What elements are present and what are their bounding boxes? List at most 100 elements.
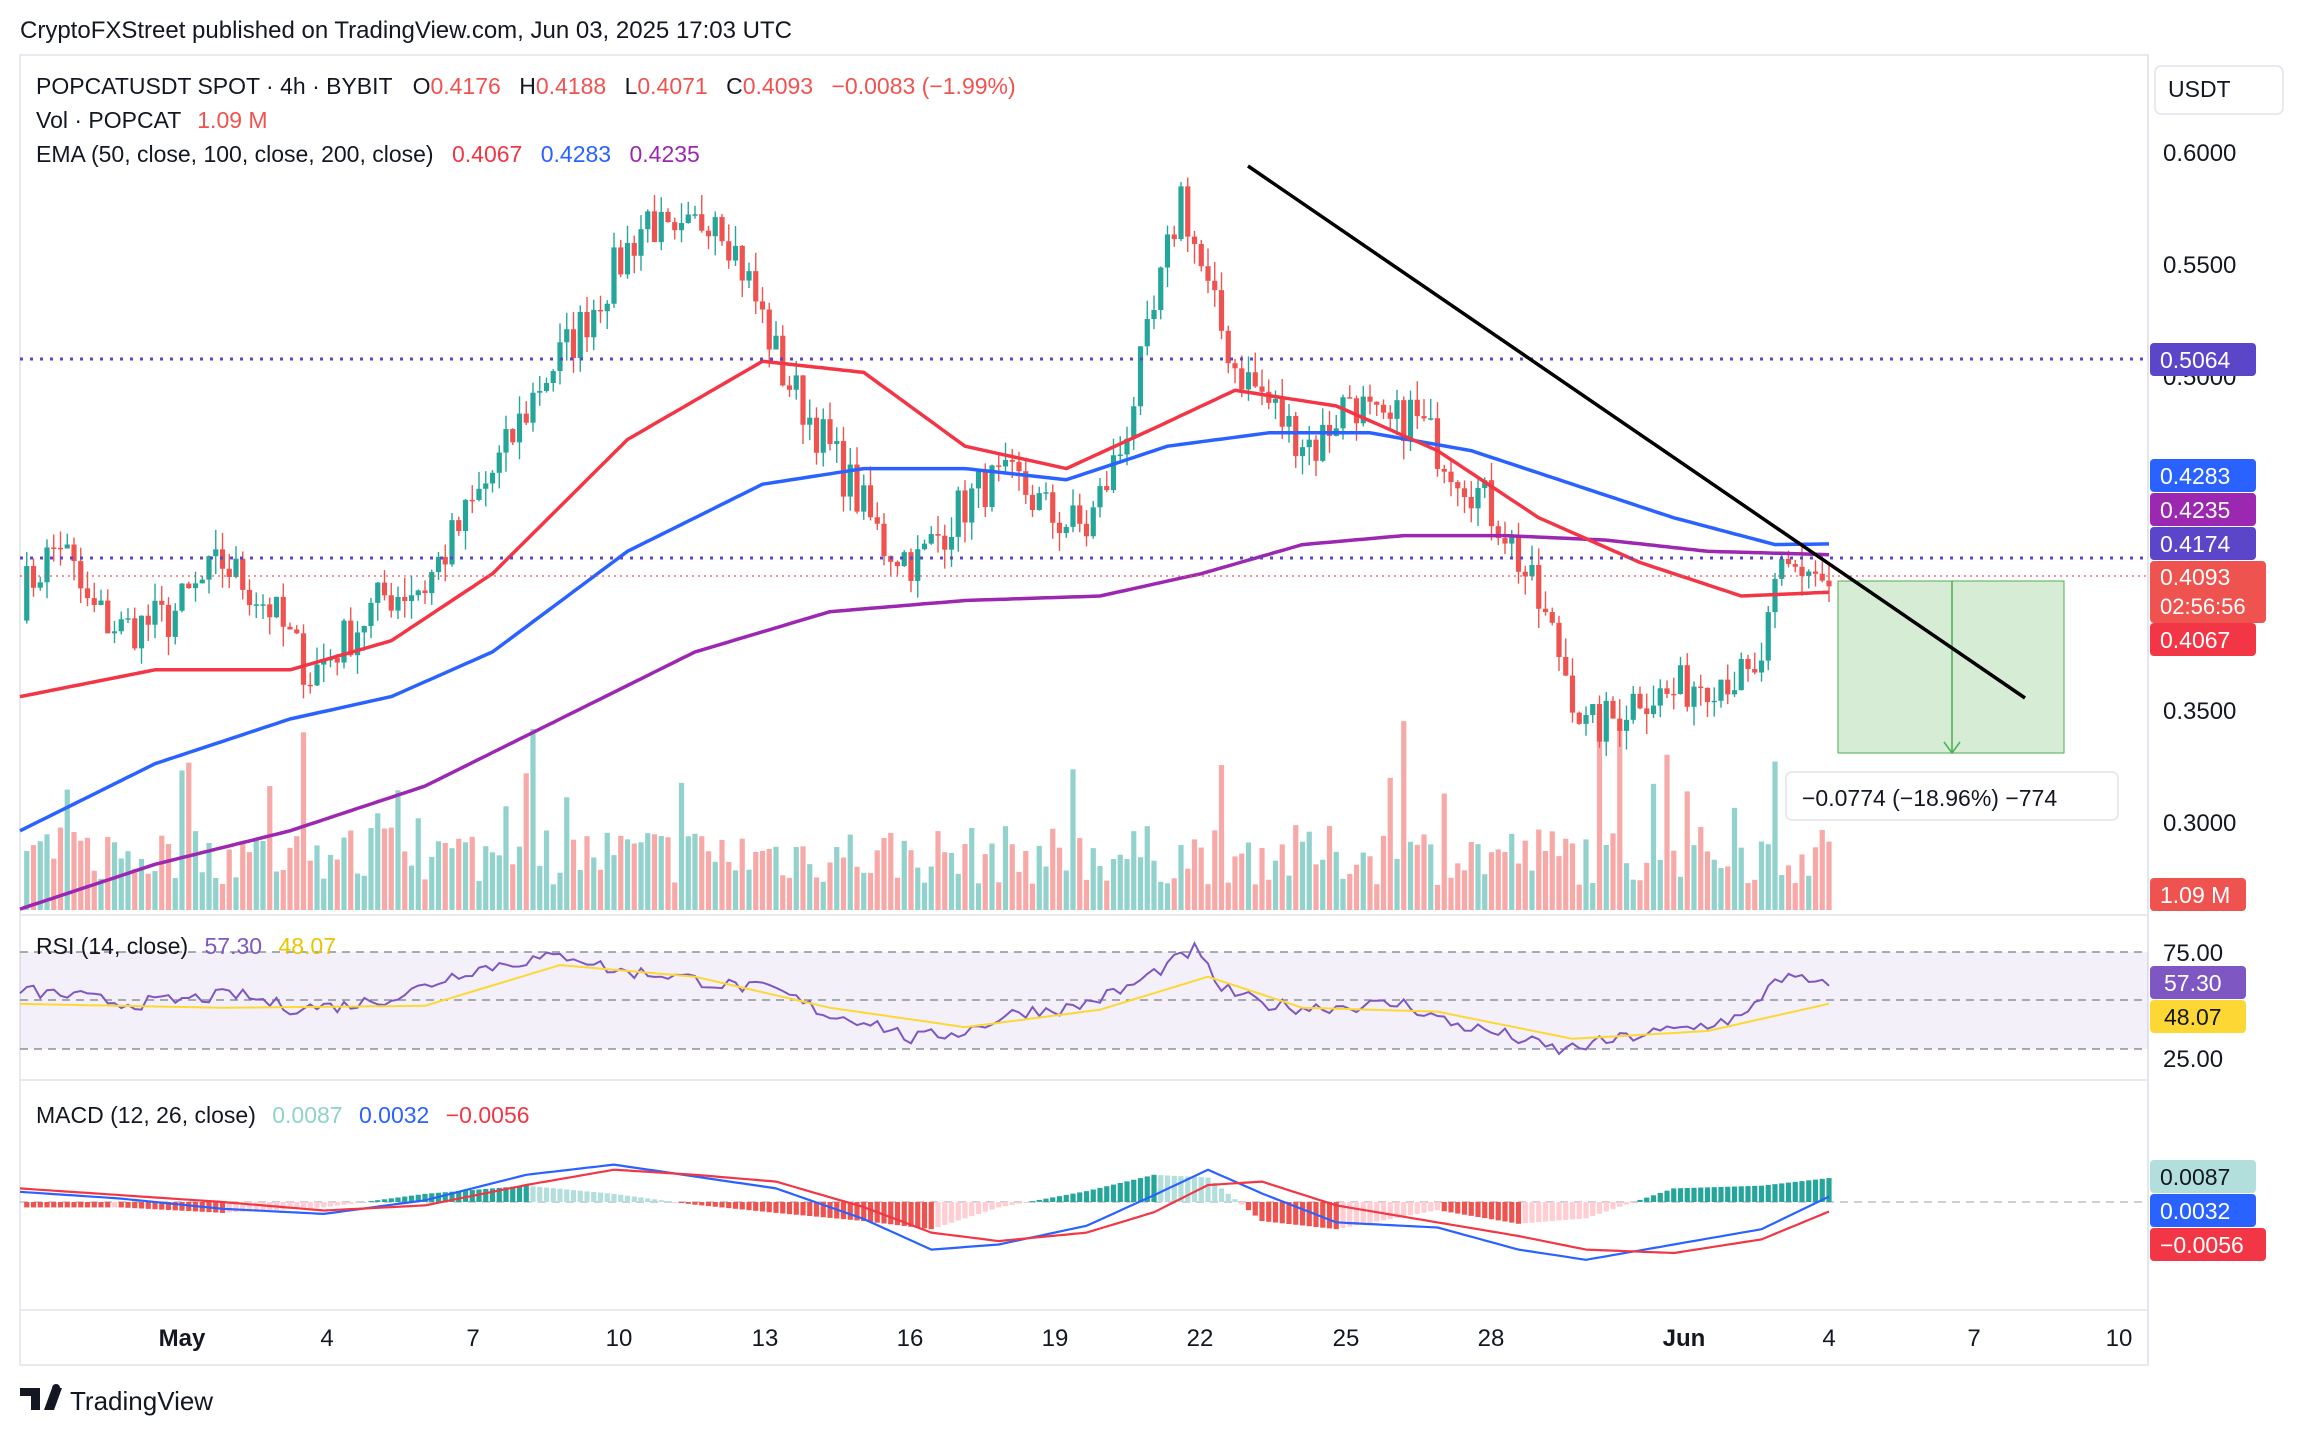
volume-bar <box>530 729 536 910</box>
candle-body <box>1819 573 1825 581</box>
macd-histogram-bar <box>105 1202 111 1208</box>
candle-body <box>1482 480 1488 488</box>
macd-histogram-bar <box>1205 1177 1211 1202</box>
volume-bar <box>199 872 205 910</box>
currency-button[interactable] <box>2154 65 2284 115</box>
volume-bar <box>37 841 43 910</box>
volume-bar <box>1320 859 1326 910</box>
volume-bar <box>192 831 199 910</box>
volume-bar <box>300 732 307 910</box>
candle-body <box>800 375 806 425</box>
volume-bar <box>1266 879 1272 910</box>
volume-bar <box>975 883 982 910</box>
volume-bar <box>1252 884 1258 910</box>
candle-body <box>145 615 151 625</box>
macd-histogram-bar <box>1488 1202 1495 1220</box>
volume-bar <box>64 789 70 910</box>
macd-histogram-bar <box>1286 1202 1292 1225</box>
macd-histogram-bar <box>78 1202 84 1208</box>
candle-body <box>1502 538 1508 544</box>
volume-bar <box>246 852 253 910</box>
candle-body <box>1077 505 1083 524</box>
candle-body <box>192 583 199 589</box>
candle-body <box>165 604 172 637</box>
volume-bar <box>1036 845 1042 910</box>
volume-bar <box>854 866 860 910</box>
macd-histogram-bar <box>408 1195 415 1202</box>
price-tick: 0.3000 <box>2163 810 2236 837</box>
macd-histogram-bar <box>1718 1186 1724 1202</box>
volume-bar <box>1421 834 1427 910</box>
candle-body <box>159 600 165 605</box>
candle-body <box>456 520 462 532</box>
volume-bar <box>793 846 799 910</box>
macd-histogram-bar <box>786 1202 793 1215</box>
legend-ema50: 0.4067 <box>452 141 522 167</box>
candle-body <box>1144 319 1150 347</box>
candle-body <box>672 222 678 231</box>
candle-body <box>1725 679 1731 695</box>
macd-histogram-bar <box>280 1202 286 1210</box>
macd-histogram-bar <box>584 1191 590 1202</box>
volume-bar <box>1468 842 1474 910</box>
legend-close: 0.4093 <box>743 73 813 99</box>
candle-body <box>213 549 219 557</box>
volume-bar <box>942 852 948 910</box>
volume-bar <box>1286 875 1292 910</box>
candle-body <box>1644 708 1650 715</box>
volume-bar <box>719 839 725 910</box>
macd-histogram-bar <box>57 1202 64 1208</box>
volume-bar <box>57 827 64 910</box>
candle-body <box>1455 482 1461 489</box>
volume-bar <box>726 861 732 910</box>
candle-body <box>692 214 698 216</box>
candle-body <box>928 534 934 544</box>
macd-histogram-bar <box>172 1202 178 1211</box>
volume-bar <box>1644 862 1650 910</box>
candle-body <box>1799 566 1805 577</box>
macd-histogram-bar <box>543 1187 550 1202</box>
volume-bar <box>489 852 496 910</box>
candle-body <box>793 375 799 390</box>
macd-histogram-bar <box>44 1202 50 1208</box>
candle-body <box>712 217 718 237</box>
volume-bar <box>746 869 752 910</box>
volume-bar <box>1745 883 1751 910</box>
candle-body <box>1583 715 1589 724</box>
bar-countdown-label: 02:56:56 <box>2160 594 2246 619</box>
macd-histogram-bar <box>1495 1202 1501 1221</box>
price-tick: 0.6000 <box>2163 140 2236 167</box>
volume-bar <box>1070 769 1076 910</box>
volume-bar <box>348 830 354 910</box>
macd-histogram-bar <box>955 1202 961 1221</box>
candle-body <box>746 271 752 281</box>
volume-bar <box>219 884 226 910</box>
candle-body <box>334 658 340 663</box>
macd-histogram-bar <box>915 1202 921 1228</box>
macd-histogram-bar <box>1171 1175 1177 1202</box>
volume-bar <box>186 762 192 910</box>
volume-bar <box>1205 884 1211 910</box>
macd-histogram-bar <box>253 1202 259 1212</box>
macd-histogram-bar <box>152 1202 158 1210</box>
target-zone[interactable] <box>1837 580 2065 754</box>
volume-bar <box>888 832 894 910</box>
legend-ema200: 0.4235 <box>629 141 699 167</box>
macd-histogram-bar <box>1050 1197 1056 1202</box>
macd-histogram-bar <box>1421 1202 1427 1213</box>
candle-body <box>1083 523 1090 537</box>
macd-histogram-bar <box>678 1202 685 1203</box>
descending-trendline[interactable] <box>1247 164 2026 700</box>
tradingview-logo[interactable]: TradingView <box>20 1384 213 1416</box>
volume-bar <box>1340 878 1346 910</box>
macd-histogram-bar <box>1083 1191 1090 1202</box>
candle-body <box>1002 459 1009 467</box>
candle-body <box>71 544 77 562</box>
macd-histogram-bar <box>1407 1202 1414 1216</box>
volume-bar <box>915 867 921 910</box>
volume-bar <box>483 846 489 910</box>
candle-body <box>435 556 442 573</box>
candle-body <box>1347 397 1353 399</box>
volume-bar <box>1185 868 1191 910</box>
